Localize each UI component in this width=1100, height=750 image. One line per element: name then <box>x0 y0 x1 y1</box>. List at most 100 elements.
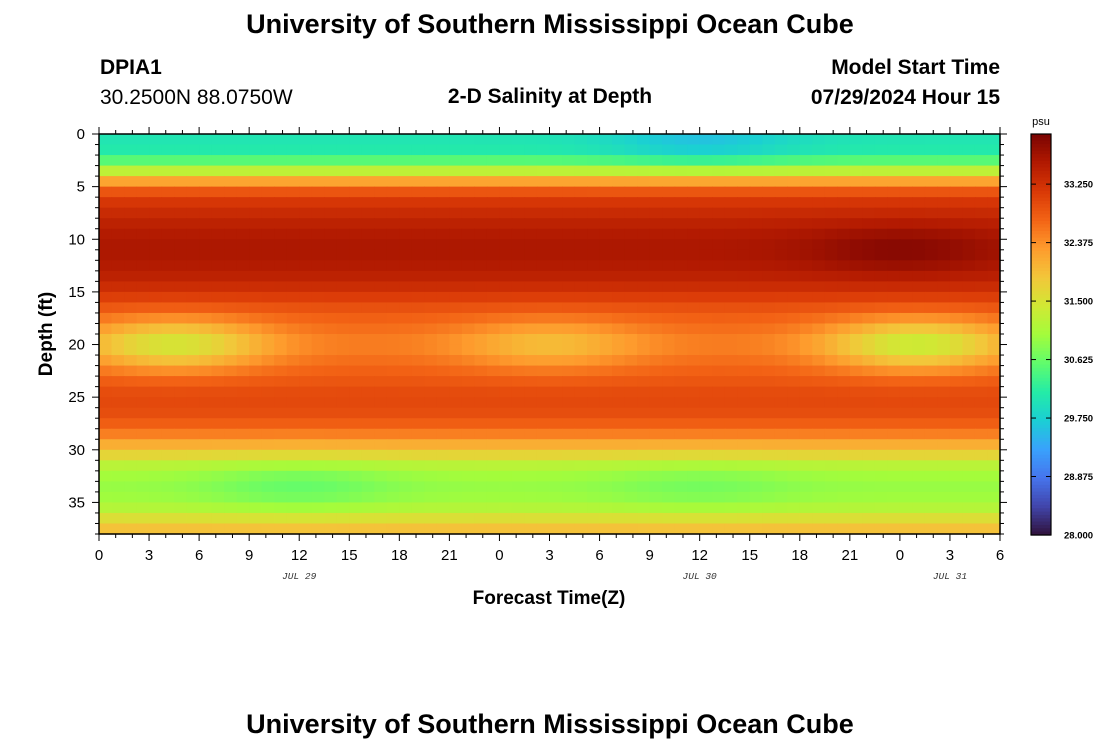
heatmap-cell <box>536 344 551 356</box>
heatmap-cell <box>374 376 388 388</box>
heatmap-cell <box>361 228 375 240</box>
heatmap-cell <box>937 470 951 482</box>
heatmap-cell <box>574 470 588 482</box>
heatmap-cell <box>949 428 964 440</box>
colorbar-segment <box>1031 237 1051 242</box>
heatmap-cell <box>449 344 463 356</box>
heatmap-cell <box>649 144 663 156</box>
heatmap-cell <box>186 134 200 146</box>
heatmap-cell <box>887 428 901 440</box>
heatmap-cell <box>949 312 964 325</box>
heatmap-cell <box>299 176 313 188</box>
heatmap-cell <box>399 365 413 377</box>
heatmap-cell <box>286 134 300 146</box>
heatmap-cell <box>837 344 851 356</box>
heatmap-cell <box>874 470 888 482</box>
heatmap-cell <box>236 470 250 482</box>
heatmap-cell <box>374 197 388 209</box>
heatmap-cell <box>649 249 663 261</box>
heatmap-cell <box>324 281 338 293</box>
heatmap-cell <box>962 186 976 198</box>
heatmap-cell <box>737 334 751 346</box>
heatmap-cell <box>161 281 175 293</box>
colorbar-segment <box>1031 498 1051 503</box>
heatmap-cell <box>286 218 300 230</box>
heatmap-cell <box>687 418 701 430</box>
heatmap-cell <box>474 470 488 482</box>
colorbar-segment <box>1031 277 1051 282</box>
heatmap-cell <box>762 144 776 156</box>
heatmap-cell <box>361 481 375 493</box>
heatmap-cell <box>774 186 788 198</box>
heatmap-cell <box>662 491 676 504</box>
heatmap-cell <box>474 439 488 451</box>
heatmap-cell <box>599 376 613 388</box>
heatmap-cell <box>224 344 238 356</box>
heatmap-cell <box>649 376 663 388</box>
heatmap-cell <box>174 449 188 461</box>
heatmap-cell <box>324 334 338 346</box>
colorbar-segment <box>1031 324 1051 329</box>
heatmap-cell <box>599 418 613 430</box>
heatmap-cell <box>261 344 275 356</box>
colorbar-segment <box>1031 301 1051 306</box>
heatmap-cell <box>161 344 175 356</box>
heatmap-cell <box>799 270 813 282</box>
heatmap-cell <box>974 344 989 356</box>
heatmap-cell <box>974 502 989 514</box>
heatmap-cell <box>874 428 888 440</box>
heatmap-cell <box>324 344 338 356</box>
colorbar-segment <box>1031 344 1051 349</box>
heatmap-cell <box>887 523 901 535</box>
heatmap-cell <box>449 418 463 430</box>
heatmap-cell <box>436 397 450 409</box>
heatmap-cell <box>161 386 175 398</box>
heatmap-cell <box>324 376 338 388</box>
heatmap-cell <box>161 249 175 261</box>
heatmap-cell <box>962 207 976 219</box>
x-tick-label: 18 <box>391 547 408 564</box>
heatmap-cell <box>749 365 763 377</box>
heatmap-cell <box>912 397 926 409</box>
heatmap-cell <box>924 165 939 177</box>
heatmap-cell <box>249 418 263 430</box>
heatmap-cell <box>824 312 838 325</box>
heatmap-cell <box>386 355 400 367</box>
heatmap-cell <box>749 386 763 398</box>
heatmap-cell <box>849 260 863 272</box>
heatmap-cell <box>174 312 188 325</box>
heatmap-cell <box>674 323 688 335</box>
heatmap-cell <box>649 502 663 514</box>
heatmap-cell <box>799 491 813 504</box>
heatmap-cell <box>937 491 951 504</box>
colorbar-segment <box>1031 244 1051 249</box>
heatmap-cell <box>99 470 113 482</box>
heatmap-cell <box>449 502 463 514</box>
heatmap-cell <box>311 323 325 335</box>
heatmap-cell <box>962 239 976 251</box>
heatmap-cell <box>549 439 563 451</box>
heatmap-cell <box>824 186 838 198</box>
heatmap-cell <box>837 386 851 398</box>
heatmap-cell <box>336 481 350 493</box>
heatmap-cell <box>311 239 325 251</box>
heatmap-cell <box>311 155 325 167</box>
heatmap-cell <box>599 386 613 398</box>
heatmap-cell <box>862 260 876 272</box>
heatmap-cell <box>261 218 275 230</box>
heatmap-cell <box>974 365 989 377</box>
x-tick-label: 21 <box>841 547 858 564</box>
colorbar-segment <box>1031 291 1051 295</box>
heatmap-cell <box>949 512 964 525</box>
heatmap-cell <box>624 523 638 535</box>
heatmap-cell <box>486 270 501 282</box>
heatmap-cell <box>236 334 250 346</box>
heatmap-cell <box>299 134 313 146</box>
heatmap-cell <box>436 312 450 325</box>
heatmap-cell <box>511 176 526 188</box>
heatmap-cell <box>599 323 613 335</box>
heatmap-cell <box>899 134 913 146</box>
heatmap-cell <box>374 355 388 367</box>
heatmap-cell <box>311 344 325 356</box>
